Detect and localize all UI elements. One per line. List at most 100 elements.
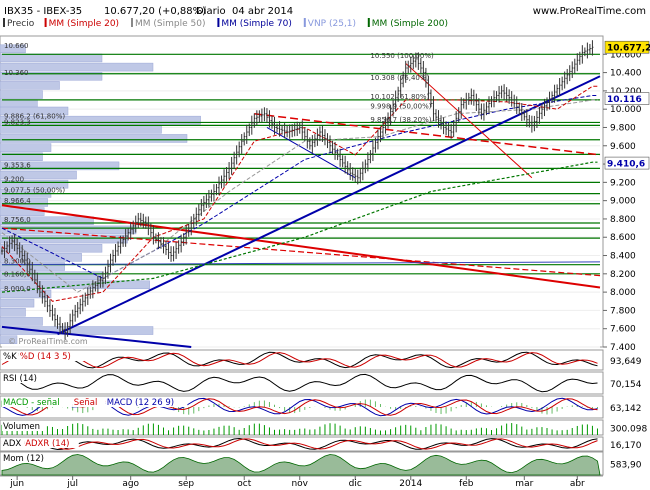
volume-profile-bar <box>0 143 52 152</box>
y-tick-label: 7.800 <box>610 306 636 316</box>
y-tick-label: 8.800 <box>610 215 636 225</box>
legend-item-label: Precio <box>7 19 35 29</box>
level-label: 9.886,2 (61,80%) <box>4 113 65 121</box>
volume-profile-bar <box>0 317 43 326</box>
volume-profile-bar <box>0 198 48 207</box>
panel-label: RSI (14) <box>3 374 37 384</box>
volume-profile-bar <box>0 99 38 108</box>
x-tick-label: dic <box>349 479 362 489</box>
fib-label: 9.856,7 (38,20%) <box>370 116 431 124</box>
level-label: 9.200 <box>4 175 24 183</box>
date-label: 04 abr 2014 <box>232 6 293 17</box>
volume-profile-bar <box>0 307 26 317</box>
blue-uptrend-line <box>57 75 601 336</box>
panel-label-bg <box>2 351 19 361</box>
panel-label: Señal <box>74 398 98 408</box>
volume-profile-bar <box>0 161 120 171</box>
panel-label: %K <box>3 352 17 362</box>
volume-profile-bar <box>0 326 154 335</box>
ma200-line <box>1 161 598 293</box>
panel-label-bg <box>2 453 52 463</box>
blue-fan-line <box>266 127 356 179</box>
indicator-panel-frame <box>0 349 604 371</box>
volume-profile-bar <box>0 44 26 54</box>
main-price-plot: 10.660 10.360 9.823,39.886,2 (61,80%) 9.353… <box>0 40 601 348</box>
y-tick-label: 8.400 <box>610 252 636 262</box>
y-tick-label: 7.600 <box>610 325 636 335</box>
volume-profile-bar <box>0 53 103 63</box>
volume-profile-bar <box>0 115 201 125</box>
stoch-signal-line <box>1 352 598 369</box>
y-tick-label: 10.400 <box>610 69 642 79</box>
volume-profile-bar <box>0 71 103 81</box>
x-tick-label: nov <box>291 479 308 489</box>
volume-profile-bar <box>0 106 69 116</box>
panel-label-bg <box>18 351 85 361</box>
period-label: Diario <box>196 6 226 17</box>
panel-value: 300.098 <box>610 425 647 435</box>
y-tick-label: 8.600 <box>610 233 636 243</box>
y-tick-label: 7.400 <box>610 343 636 353</box>
panel-label: MACD - señal <box>3 398 60 408</box>
panel-label: Mom (12) <box>3 454 44 464</box>
x-tick-label: ago <box>122 479 139 489</box>
y-tick-label: 10.000 <box>610 105 642 115</box>
panel-label: ADXR (14) <box>25 439 69 449</box>
x-tick-label: jun <box>9 479 24 489</box>
x-tick-label: sep <box>178 479 194 489</box>
panel-label-bg <box>2 373 52 383</box>
legend-item-label: MM (Simple 50) <box>135 19 205 29</box>
panel-value: 63,142 <box>610 404 642 414</box>
chart-header: IBX35 - IBEX-35 10.677,20 (+0,88%) Diari… <box>4 6 646 17</box>
volume-profile-bar <box>0 243 103 253</box>
watermark: © ProRealTime.com <box>8 337 88 346</box>
panel-value: 70,154 <box>610 380 642 390</box>
volume-profile-bar <box>0 62 154 72</box>
indicator-legend: Precio MM (Simple 20) MM (Simple 50) MM (Si… <box>3 18 448 29</box>
price-badge-label: 10.116 <box>607 95 642 105</box>
y-tick-label: 9.000 <box>610 197 636 207</box>
volume-profile-bar <box>0 179 69 189</box>
level-label: 8.160,0 <box>4 270 31 278</box>
legend-swatch <box>44 18 47 27</box>
fib-label: 10.550 (100,00%) <box>370 52 434 60</box>
volume-profile-bar <box>0 125 162 134</box>
volume-profile-bar <box>0 234 128 244</box>
volume-profile-bar <box>0 253 82 262</box>
panel-value: 583,90 <box>610 461 642 471</box>
indicator-panels: %K %D (14 3 5) 93,649 RSI (14) 70,154 MACD - … <box>0 349 647 476</box>
level-label: 9.353,6 <box>4 161 31 169</box>
legend-item-label: MM (Simple 70) <box>221 19 291 29</box>
price-badge-label: 10.677,20 <box>607 44 650 54</box>
x-tick-label: oct <box>237 479 251 489</box>
y-tick-label: 9.600 <box>610 142 636 152</box>
y-tick-label: 10.600 <box>610 50 642 60</box>
y-tick-label: 8.200 <box>610 270 636 280</box>
y-tick-label: 8.000 <box>610 288 636 298</box>
price-badge <box>604 40 650 54</box>
panel-label-bg <box>2 421 46 431</box>
x-tick-label: jul <box>66 479 78 489</box>
level-label: 9.823,3 <box>4 118 31 126</box>
volume-profile-bar <box>0 152 43 161</box>
level-label: 10.360 <box>4 69 29 77</box>
x-tick-label: 2014 <box>399 479 422 489</box>
level-label: 8.966,4 <box>4 197 31 205</box>
volume-profile-bar <box>0 81 60 90</box>
level-label: 8.000,0 <box>4 285 31 293</box>
panel-label-bg <box>72 397 106 407</box>
panel-value: 93,649 <box>610 357 642 367</box>
x-tick-label: feb <box>459 479 474 489</box>
momentum-area <box>1 454 601 476</box>
adx-signal-line <box>1 438 598 450</box>
volume-profile-bar <box>0 216 94 226</box>
price-axis: 10.60010.40010.20010.0009.8009.6009.4009… <box>603 40 650 353</box>
indicator-panel-frame <box>0 419 604 436</box>
fib-label: 10.102 (61,80%) <box>370 93 429 101</box>
volume-profile-bar <box>0 280 150 290</box>
site-url[interactable]: www.ProRealTime.com <box>533 6 646 17</box>
legend-swatch <box>131 18 133 27</box>
fib-label: 9.998,9 (50,00%) <box>370 102 431 110</box>
blue-lower-line <box>1 325 192 348</box>
blue-flat-line <box>1 261 601 266</box>
